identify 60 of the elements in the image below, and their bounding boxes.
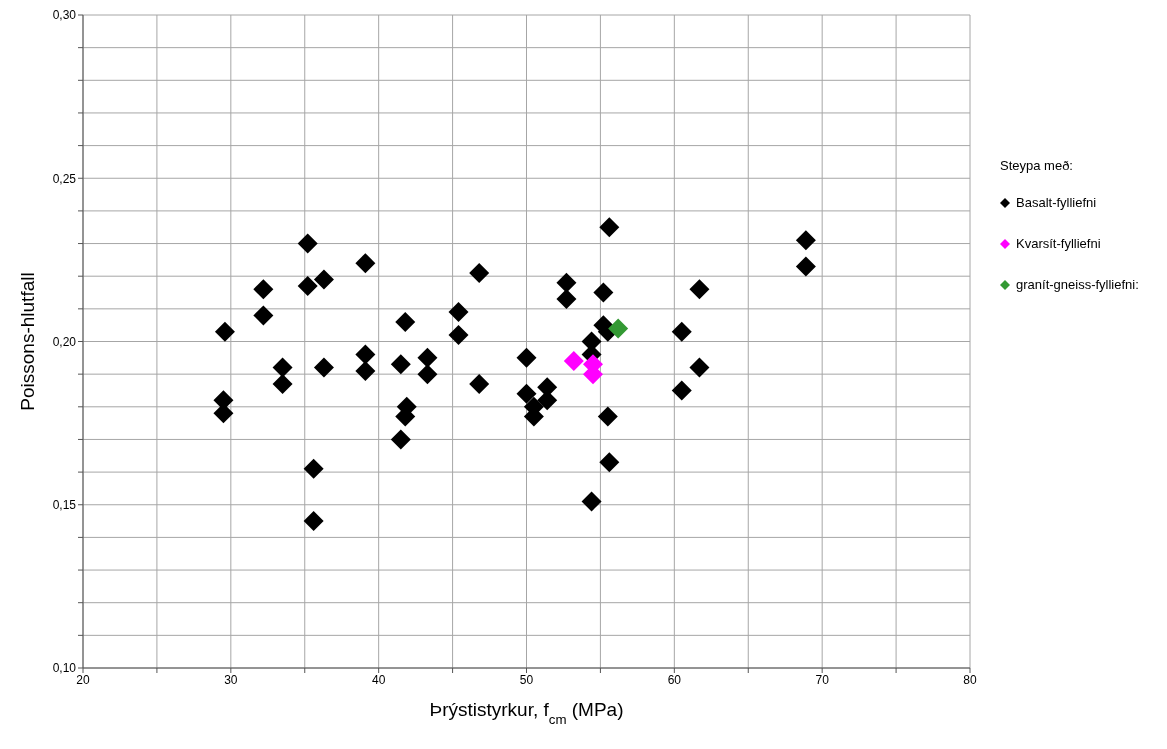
legend-label: Basalt-fylliefni	[1016, 195, 1097, 210]
x-tick-label: 20	[76, 672, 90, 687]
point	[214, 321, 235, 342]
point	[303, 458, 324, 479]
y-tick-label: 0,15	[52, 498, 77, 513]
x-tick-label: 30	[224, 672, 238, 687]
y-tick-label: 0,10	[52, 661, 77, 676]
point	[556, 272, 577, 293]
point	[213, 403, 234, 424]
point	[671, 321, 692, 342]
point	[671, 380, 692, 401]
x-axis-title: Þrýstistyrkur, f$_{cm}$ (MPa)	[429, 699, 624, 727]
point	[597, 406, 618, 427]
point	[417, 347, 438, 368]
point	[795, 256, 816, 277]
y-tick-label: 0,30	[52, 8, 77, 23]
point	[689, 279, 710, 300]
point	[608, 318, 629, 339]
point	[593, 282, 614, 303]
x-tick-label: 60	[667, 672, 682, 687]
y-tick-label: 0,25	[52, 171, 77, 186]
point	[599, 452, 620, 473]
point	[469, 373, 490, 394]
point	[516, 383, 537, 404]
point	[395, 311, 416, 332]
point	[556, 289, 577, 310]
point	[390, 429, 411, 450]
point	[563, 351, 584, 372]
legend-title: Steypa með:	[1000, 158, 1074, 173]
point	[253, 305, 274, 326]
x-tick-label: 50	[519, 672, 534, 687]
point	[390, 354, 411, 375]
point	[516, 347, 537, 368]
point	[303, 511, 324, 532]
x-tick-label: 70	[815, 672, 830, 687]
point	[253, 279, 274, 300]
point	[581, 491, 602, 512]
point	[417, 364, 438, 385]
point	[355, 360, 376, 381]
point	[313, 357, 334, 378]
point	[297, 275, 318, 296]
point	[537, 390, 558, 411]
x-tick-label: 40	[371, 672, 386, 687]
point	[599, 217, 620, 238]
point	[795, 230, 816, 251]
legend-label: Kvarsít-fylliefni	[1016, 236, 1101, 251]
legend-label: granít-gneiss-fylliefni:	[1016, 277, 1139, 292]
point	[272, 373, 293, 394]
point	[313, 269, 334, 290]
y-tick-label: 0,20	[52, 334, 77, 349]
point	[469, 262, 490, 283]
y-axis-title: Poissons-hlutfall	[17, 272, 38, 411]
point	[448, 324, 469, 345]
point	[689, 357, 710, 378]
point	[448, 302, 469, 323]
point	[355, 344, 376, 365]
x-tick-label: 80	[963, 672, 977, 687]
point	[297, 233, 318, 254]
point	[355, 253, 376, 274]
point	[272, 357, 293, 378]
